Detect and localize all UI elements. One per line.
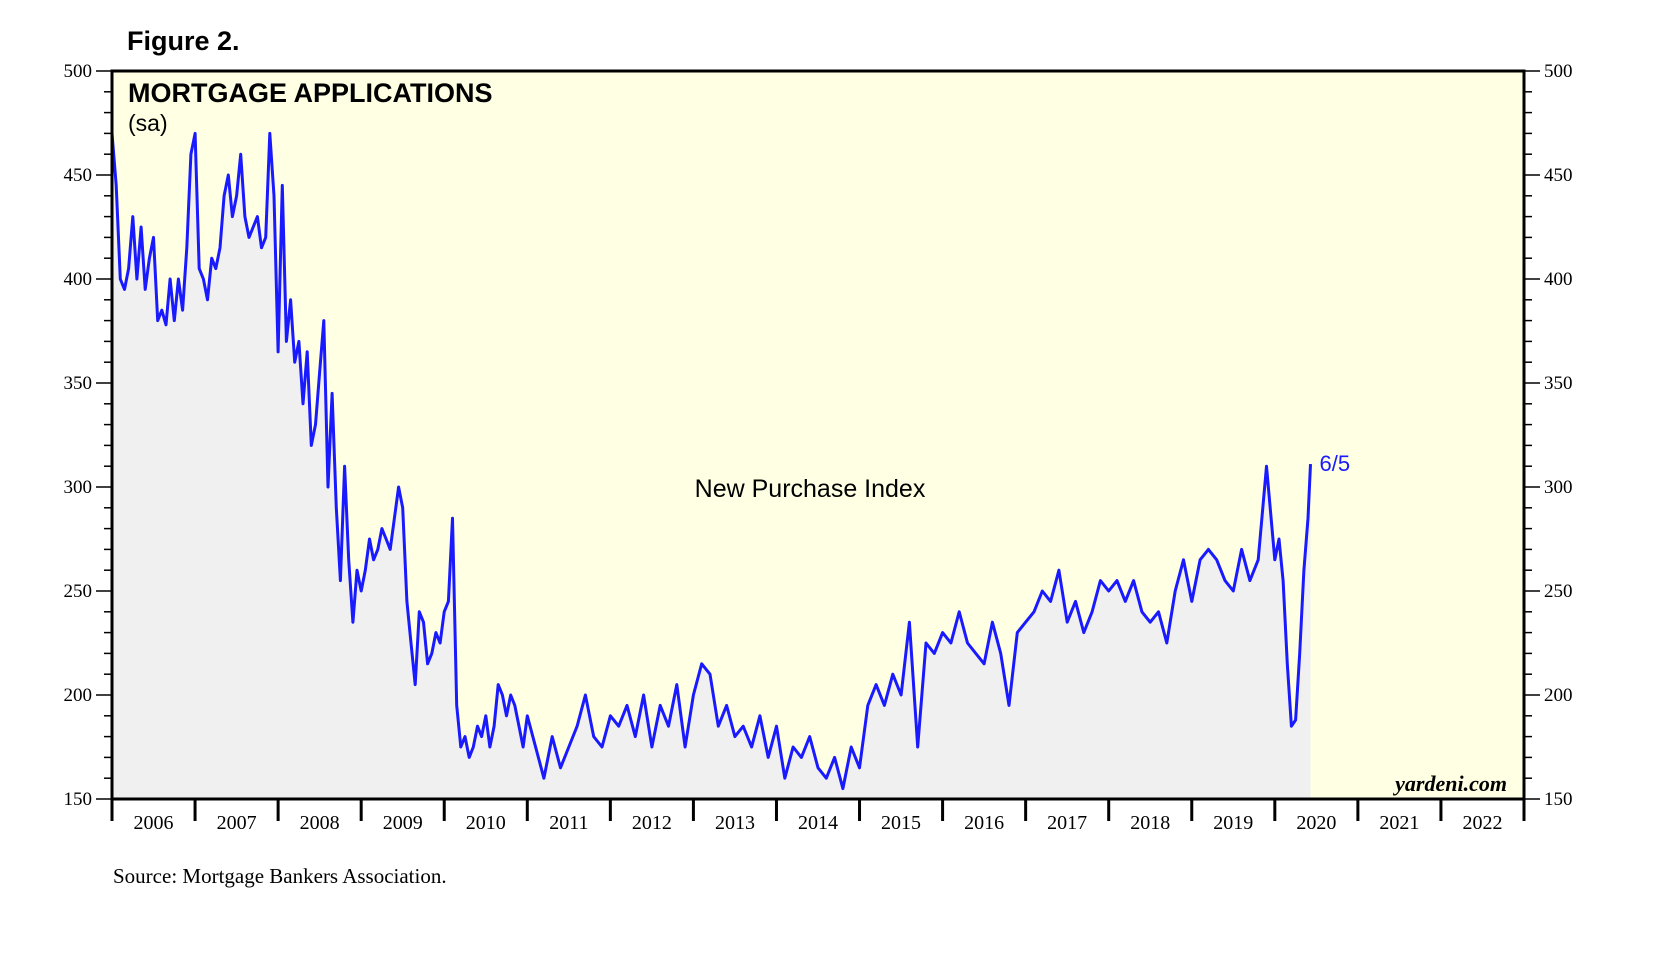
x-tick-label: 2009 [383, 812, 423, 834]
left-axis: 150 200 250 300 350 400 450 500 [64, 61, 112, 810]
y-tick-label: 250 [64, 581, 93, 602]
y-tick-label: 400 [64, 269, 93, 290]
x-tick-label: 2013 [715, 812, 755, 834]
x-tick-label: 2015 [881, 812, 921, 834]
x-tick-label: 2022 [1462, 812, 1502, 834]
y-tick-label: 150 [64, 789, 93, 810]
plot-frame [110, 69, 1526, 801]
x-tick-label: 2011 [549, 812, 588, 834]
y-tick-label: 350 [64, 373, 93, 394]
x-tick-label: 2012 [632, 812, 672, 834]
x-tick-label: 2021 [1379, 812, 1419, 834]
series-area [112, 133, 1311, 799]
x-tick-label: 2008 [300, 812, 340, 834]
y-tick-label: 350 [1544, 373, 1573, 394]
y-tick-label: 200 [1544, 685, 1573, 706]
y-tick-label: 500 [64, 61, 93, 82]
y-tick-label: 250 [1544, 581, 1573, 602]
x-tick-label: 2020 [1296, 812, 1336, 834]
x-tick-label: 2010 [466, 812, 506, 834]
x-tick-label: 2018 [1130, 812, 1170, 834]
right-axis: 150 200 250 300 350 400 450 500 [1524, 61, 1573, 810]
x-tick-label: 2014 [798, 812, 838, 834]
x-axis: 2006 2007 2008 2009 2010 2011 2012 2013 2014 2015… [110, 799, 1526, 834]
chart-title: MORTGAGE APPLICATIONS [128, 78, 493, 108]
chart-subtitle: (sa) [128, 110, 168, 136]
last-point-label: 6/5 [1320, 451, 1351, 476]
series-annotation: New Purchase Index [695, 475, 926, 503]
x-tick-label: 2007 [217, 812, 257, 834]
y-tick-label: 450 [1544, 165, 1573, 186]
source-note: Source: Mortgage Bankers Association. [113, 864, 447, 888]
x-tick-label: 2017 [1047, 812, 1087, 834]
figure-label: Figure 2. [127, 26, 240, 56]
y-tick-label: 300 [64, 477, 93, 498]
y-tick-label: 200 [64, 685, 93, 706]
y-tick-label: 500 [1544, 61, 1573, 82]
x-tick-label: 2016 [964, 812, 1004, 834]
series-line [110, 131, 1312, 791]
y-tick-label: 150 [1544, 789, 1573, 810]
x-tick-label: 2019 [1213, 812, 1253, 834]
y-tick-label: 450 [64, 165, 93, 186]
y-tick-label: 400 [1544, 269, 1573, 290]
watermark: yardeni.com [1392, 771, 1507, 796]
x-tick-label: 2006 [134, 812, 174, 834]
y-tick-label: 300 [1544, 477, 1573, 498]
